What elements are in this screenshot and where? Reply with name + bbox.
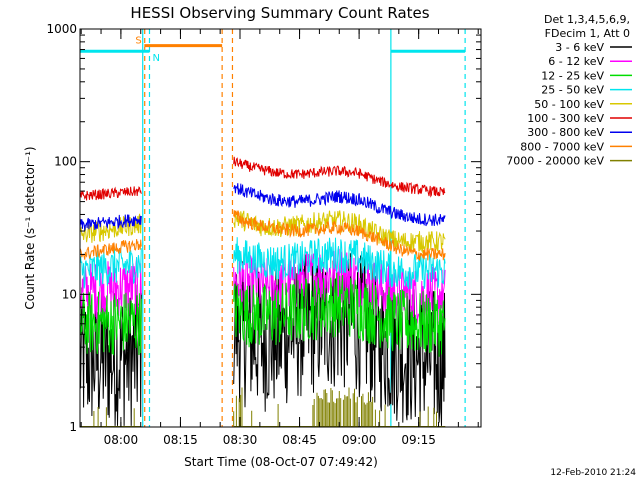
legend: Det 1,3,4,5,6,9, FDecim 1, Att 0 3 - 6 k… — [506, 13, 632, 168]
x-axis-label: Start Time (08-Oct-07 07:49:42) — [184, 455, 378, 469]
series-line-2 — [79, 272, 446, 357]
legend-label-0: 3 - 6 keV — [555, 41, 604, 54]
legend-label-3: 25 - 50 keV — [541, 84, 604, 97]
y-axis-label: Count Rate (s⁻¹ detector⁻¹) — [23, 146, 37, 309]
x-tick-label-0: 08:00 — [104, 433, 139, 447]
flags-layer: SN — [80, 36, 466, 64]
markers-layer — [142, 29, 466, 427]
legend-label-1: 6 - 12 keV — [548, 55, 604, 68]
x-tick-label-5: 09:15 — [401, 433, 436, 447]
saa-flag-label: S — [135, 36, 141, 47]
series-line-5 — [79, 156, 446, 201]
series-line-7 — [79, 209, 446, 261]
x-tick-label-1: 08:15 — [163, 433, 198, 447]
night-flag-label: N — [152, 53, 159, 64]
legend-label-5: 100 - 300 keV — [527, 112, 604, 125]
date-stamp: 12-Feb-2010 21:24 — [550, 468, 636, 478]
legend-label-8: 7000 - 20000 keV — [506, 155, 604, 168]
series-layer — [79, 156, 446, 427]
x-tick-label-3: 08:45 — [282, 433, 317, 447]
series-line-6 — [79, 183, 446, 231]
y-tick-label-3: 1000 — [46, 22, 77, 36]
legend-label-6: 300 - 800 keV — [527, 126, 604, 139]
y-tick-label-1: 10 — [62, 287, 77, 301]
y-tick-label-0: 1 — [69, 420, 77, 434]
plot-frame — [79, 28, 482, 428]
x-tick-label-4: 09:00 — [342, 433, 377, 447]
chart-title: HESSI Observing Summary Count Rates — [130, 4, 429, 22]
legend-header-line-2: FDecim 1, Att 0 — [545, 27, 630, 40]
legend-header-line-1: Det 1,3,4,5,6,9, — [544, 13, 630, 26]
ticks-layer: 1 10 100 1000 08:00 08:15 08:30 08:45 09:00 09:15 — [46, 22, 481, 447]
series-line-8 — [80, 387, 446, 427]
y-tick-label-2: 100 — [54, 155, 77, 169]
legend-label-2: 12 - 25 keV — [541, 69, 604, 82]
x-tick-label-2: 08:30 — [223, 433, 258, 447]
legend-label-4: 50 - 100 keV — [534, 98, 604, 111]
legend-label-7: 800 - 7000 keV — [520, 140, 604, 153]
